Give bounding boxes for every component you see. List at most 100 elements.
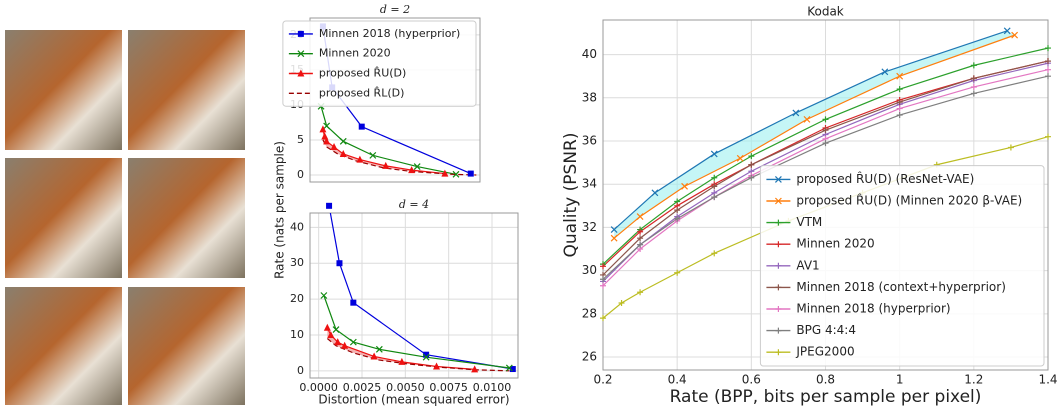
marker xyxy=(297,69,305,77)
marker xyxy=(339,137,347,145)
x-tick-label: 1 xyxy=(896,373,904,387)
marker xyxy=(711,174,718,181)
marker xyxy=(297,50,305,58)
marker xyxy=(775,327,782,334)
y-tick-label: 20 xyxy=(290,292,304,305)
marker xyxy=(327,330,335,338)
legend-label: Minnen 2018 (hyperprior) xyxy=(319,27,460,40)
marker xyxy=(970,75,977,82)
marker xyxy=(358,123,365,130)
x-tick-label: 0.0075 xyxy=(429,381,468,394)
marker xyxy=(350,299,357,306)
y-tick-label: 26 xyxy=(582,350,597,364)
series-line xyxy=(326,338,510,372)
legend-label: VTM xyxy=(796,215,822,229)
y-tick-label: 30 xyxy=(290,256,304,269)
series-line xyxy=(603,136,1048,319)
y-tick-label: 40 xyxy=(290,220,304,233)
legend-label: proposed R̂L(D) xyxy=(319,86,405,99)
chart-title: Kodak xyxy=(807,5,844,19)
chart-title: d = 4 xyxy=(399,198,429,211)
marker xyxy=(369,151,377,159)
marker xyxy=(319,125,327,133)
x-tick-label: 1.2 xyxy=(964,373,983,387)
marker xyxy=(326,202,333,209)
y-tick-label: 34 xyxy=(582,177,597,191)
marker xyxy=(618,300,625,307)
y-tick-label: 10 xyxy=(290,328,304,341)
marker xyxy=(736,154,744,162)
marker xyxy=(651,189,659,197)
marker xyxy=(803,115,811,123)
y-tick-label: 40 xyxy=(582,47,597,61)
legend-label: Minnen 2020 xyxy=(319,47,391,60)
legend-box xyxy=(759,165,1045,367)
legend-label: proposed R̂U(D) (Minnen 2020 β-VAE) xyxy=(796,193,1022,207)
marker xyxy=(775,219,782,226)
marker xyxy=(896,86,903,93)
marker xyxy=(408,166,416,174)
x-tick-label: 0.0100 xyxy=(473,381,512,394)
marker xyxy=(896,72,904,80)
marker xyxy=(637,235,644,242)
marker xyxy=(774,197,782,205)
marker xyxy=(674,215,681,222)
marker xyxy=(1007,144,1014,151)
legend-box xyxy=(282,20,477,107)
marker xyxy=(297,30,304,37)
marker xyxy=(452,170,460,178)
marker xyxy=(896,99,903,106)
marker xyxy=(1045,133,1051,140)
marker xyxy=(775,241,782,248)
marker xyxy=(509,366,516,373)
y-tick-label: 0 xyxy=(297,168,304,181)
marker xyxy=(711,250,718,257)
marker xyxy=(610,226,618,233)
marker xyxy=(775,306,782,312)
y-tick-label: 5 xyxy=(297,133,304,146)
x-tick-label: 0.8 xyxy=(816,373,835,387)
marker xyxy=(1045,58,1051,65)
legend-label: JPEG2000 xyxy=(795,345,854,359)
marker xyxy=(382,161,390,169)
dog-photo xyxy=(128,287,245,405)
marker xyxy=(637,241,644,248)
x-axis-label: Rate (BPP, bits per sample per pixel) xyxy=(670,387,982,407)
dog-photo xyxy=(5,30,122,150)
x-tick-label: 0.0025 xyxy=(343,381,382,394)
marker xyxy=(441,169,449,177)
marker xyxy=(323,137,331,145)
marker xyxy=(600,276,606,283)
marker xyxy=(775,349,782,356)
y-axis-label: Rate (nats per sample) xyxy=(273,141,287,279)
marker xyxy=(775,284,782,291)
x-tick-label: 0.6 xyxy=(742,373,761,387)
marker xyxy=(320,292,328,299)
marker xyxy=(600,282,606,289)
marker xyxy=(896,112,903,119)
x-tick-label: 0.2 xyxy=(593,373,612,387)
marker xyxy=(323,122,331,130)
x-tick-label: 1.4 xyxy=(1038,373,1057,387)
marker xyxy=(970,83,977,90)
y-tick-label: 36 xyxy=(582,133,597,147)
x-tick-label: 0.0000 xyxy=(299,381,338,394)
marker xyxy=(636,213,644,221)
marker xyxy=(330,142,338,150)
marker xyxy=(774,175,782,183)
plot-frame xyxy=(309,212,519,379)
marker xyxy=(775,262,782,269)
marker xyxy=(334,338,342,346)
legend-label: Minnen 2020 xyxy=(796,237,874,251)
marker xyxy=(710,150,718,158)
y-axis-label: Quality (PSNR) xyxy=(561,133,581,258)
marker xyxy=(349,338,357,346)
y-tick-label: 32 xyxy=(582,220,597,234)
marker xyxy=(332,326,340,334)
marker xyxy=(748,174,755,181)
marker xyxy=(748,161,755,168)
y-tick-label: 38 xyxy=(582,90,597,104)
series-line xyxy=(320,106,457,175)
